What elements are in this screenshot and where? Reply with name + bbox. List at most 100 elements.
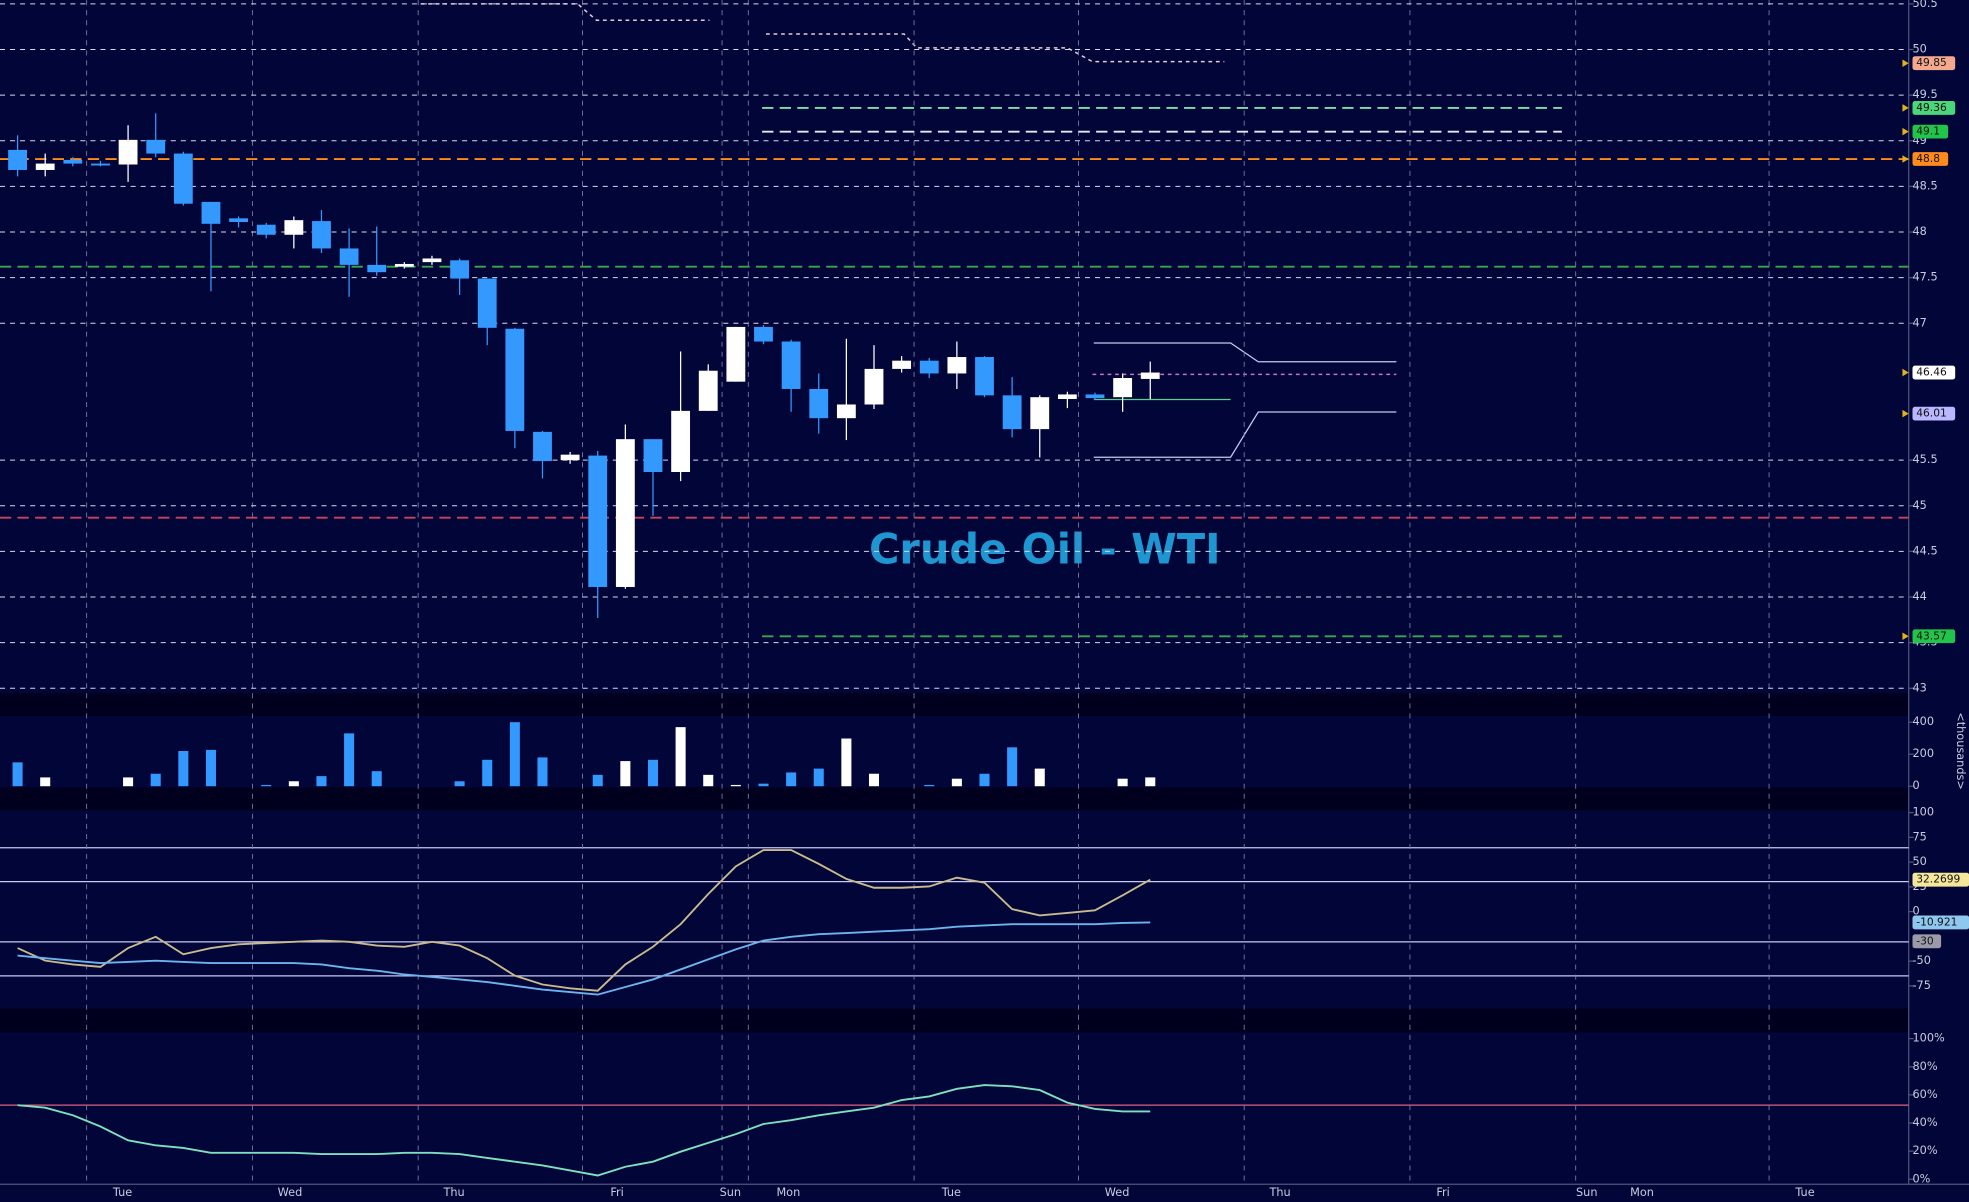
panel-separator xyxy=(0,787,1909,811)
price-badge xyxy=(1912,152,1949,166)
candle-body xyxy=(726,326,746,382)
y-tick-label: 45 xyxy=(1912,499,1926,512)
candle-body xyxy=(422,258,442,263)
y-tick-label: 44.5 xyxy=(1912,544,1937,557)
price-badge-label: 32.2699 xyxy=(1916,873,1960,886)
volume-bar xyxy=(288,781,299,787)
price-badge xyxy=(1912,124,1949,139)
panel-separator xyxy=(0,693,1909,716)
volume-bar xyxy=(178,750,189,787)
candle-body xyxy=(339,248,359,265)
volume-bar xyxy=(40,777,51,787)
candle-body xyxy=(698,370,718,411)
volume-bar xyxy=(1117,778,1128,787)
x-tick-label: Sun xyxy=(720,1186,742,1199)
y-tick-label: 47 xyxy=(1912,316,1926,329)
candle-body xyxy=(1030,397,1050,430)
y-tick-label: -75 xyxy=(1912,979,1930,992)
band-lines xyxy=(0,342,1909,1106)
price-badge xyxy=(1912,915,1969,930)
price-badge-label: 49.1 xyxy=(1916,125,1940,138)
candle-body xyxy=(781,341,801,389)
y-tick-label: 45.5 xyxy=(1912,453,1937,466)
price-badge-label: 49.85 xyxy=(1916,56,1947,69)
y-axis-label: <thousands> xyxy=(1954,712,1967,790)
x-tick-label: Thu xyxy=(1268,1186,1290,1199)
candle-body xyxy=(91,163,110,166)
price-badge-label: 48.8 xyxy=(1916,152,1940,165)
y-tick-label: 200 xyxy=(1912,747,1934,760)
candle-body xyxy=(588,455,608,587)
volume-bar xyxy=(703,774,714,787)
y-tick-label: 40% xyxy=(1912,1116,1937,1129)
candle-body xyxy=(201,201,221,224)
y-tick-label: 100 xyxy=(1912,806,1934,819)
candle-body xyxy=(450,260,470,279)
volume-bar xyxy=(344,733,355,787)
x-tick-label: Tue xyxy=(112,1186,132,1199)
y-tick-label: 47.5 xyxy=(1912,271,1937,284)
price-arrow xyxy=(1902,127,1909,136)
volume-bar xyxy=(647,759,659,787)
candle-body xyxy=(892,360,912,369)
y-tick-label: 43 xyxy=(1912,681,1926,694)
price-badge xyxy=(1912,629,1956,644)
volume-bar xyxy=(316,776,327,787)
x-tick-label: Fri xyxy=(1436,1186,1449,1199)
candle-body xyxy=(284,220,304,235)
candle-body xyxy=(505,328,525,431)
volume-bar xyxy=(261,784,272,787)
price-badge-label: -30 xyxy=(1916,934,1934,947)
y-tick-label: 0 xyxy=(1912,905,1919,918)
price-badge xyxy=(1912,56,1956,71)
price-arrow xyxy=(1902,632,1909,641)
y-tick-label: 50.5 xyxy=(1912,0,1937,10)
price-arrow xyxy=(1902,368,1909,377)
candle-body xyxy=(256,224,276,235)
panel-separator xyxy=(0,1008,1909,1033)
y-tick-label: 48 xyxy=(1912,225,1926,238)
y-tick-label: 400 xyxy=(1912,715,1934,728)
volume-bar xyxy=(592,774,603,787)
level-segment xyxy=(420,3,710,21)
volume-bar xyxy=(758,783,769,787)
price-badge-label: 46.01 xyxy=(1916,407,1947,420)
candle-body xyxy=(671,410,691,473)
indicator-line xyxy=(17,921,1151,996)
volume-bar xyxy=(509,722,520,787)
volume-bar xyxy=(12,762,23,787)
candle-body xyxy=(367,264,387,273)
candle-body xyxy=(643,439,663,473)
candle-body xyxy=(919,360,939,374)
candle-body xyxy=(312,221,331,249)
indicator-line xyxy=(17,849,1151,992)
volume-bar xyxy=(537,757,548,787)
volume-bar xyxy=(675,727,686,787)
volume-bar xyxy=(123,777,134,787)
y-tick-label: 44 xyxy=(1912,590,1926,603)
candle-body xyxy=(1002,395,1022,430)
price-badge xyxy=(1912,406,1956,421)
volume-bar xyxy=(813,768,824,787)
candle-body xyxy=(477,278,497,328)
volume-bar xyxy=(371,771,382,787)
candle-body xyxy=(118,139,138,165)
price-badge-label: 43.57 xyxy=(1916,629,1947,642)
volume-bar xyxy=(868,773,880,787)
candle-body xyxy=(560,454,580,461)
candle-body xyxy=(864,368,884,405)
volume-bar xyxy=(1145,777,1156,787)
volume-bar xyxy=(482,759,493,787)
volume-bar xyxy=(1007,747,1018,787)
y-tick-label: 75 xyxy=(1912,830,1926,843)
candle-body xyxy=(1057,394,1077,400)
y-tick-label: 48.5 xyxy=(1912,179,1937,192)
y-tick-label: 60% xyxy=(1912,1088,1937,1101)
candle-body xyxy=(836,404,856,419)
candle-body xyxy=(229,218,249,222)
volume-bar xyxy=(1034,768,1045,787)
candle-body xyxy=(146,139,166,154)
